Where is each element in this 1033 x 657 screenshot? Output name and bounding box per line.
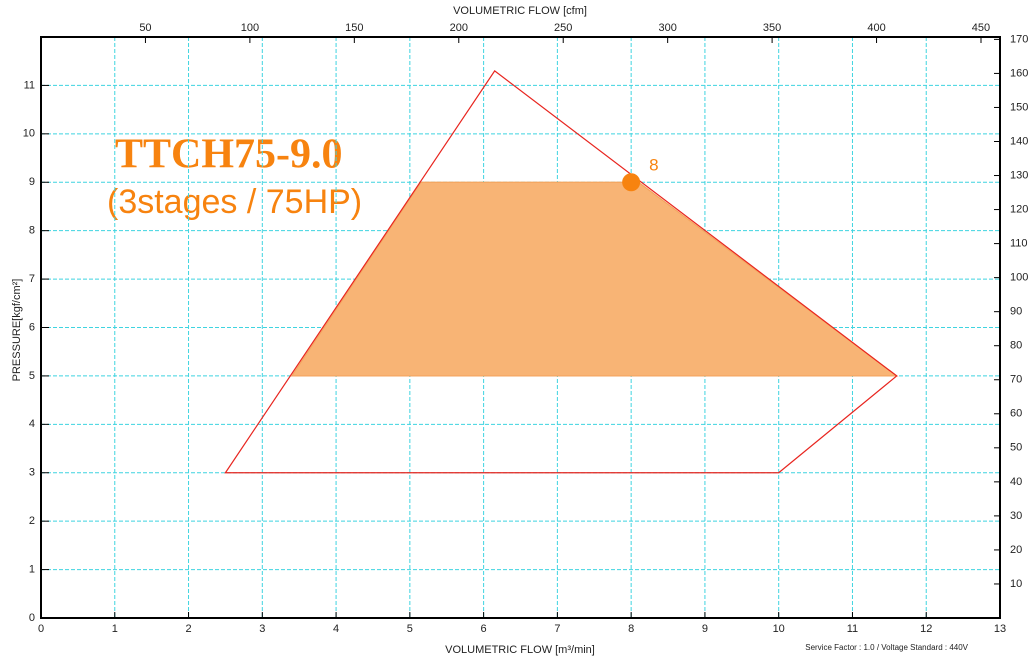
y-axis-label: PRESSURE[kgf/cm²] (11, 279, 23, 382)
y2-tick-label: 90 (1010, 306, 1022, 318)
x2-axis-label: VOLUMETRIC FLOW [cfm] (453, 5, 587, 17)
y2-tick-label: 70 (1010, 374, 1022, 386)
y-tick-label: 11 (24, 79, 35, 91)
x2-tick-label: 400 (867, 22, 885, 34)
region (224, 70, 898, 474)
y2-tick-label: 100 (1010, 272, 1028, 284)
x2-tick-label: 350 (763, 22, 781, 34)
point-label: 8 (649, 156, 658, 175)
plot-frame (40, 36, 1001, 619)
y2-tick-label: 120 (1010, 203, 1028, 215)
y2-tick-label: 110 (1010, 238, 1028, 250)
x2-tick-label: 450 (972, 22, 990, 34)
y-tick-label: 8 (29, 225, 35, 237)
x-tick-label: 3 (259, 623, 265, 635)
y2-tick-label: 40 (1010, 476, 1022, 488)
x-tick-label: 2 (185, 623, 191, 635)
y2-tick-label: 50 (1010, 442, 1022, 454)
y-tick-label: 5 (29, 370, 35, 382)
x2-tick-label: 150 (345, 22, 363, 34)
operating-point (622, 173, 641, 192)
x-tick-label: 0 (38, 623, 44, 635)
x2-tick-label: 200 (450, 22, 468, 34)
x2-tick-label: 250 (554, 22, 572, 34)
x2-tick-label: 100 (241, 22, 259, 34)
y-tick-label: 1 (29, 563, 35, 575)
x2-tick-label: 50 (139, 22, 151, 34)
x-tick-label: 10 (773, 623, 785, 635)
x-tick-label: 6 (481, 623, 487, 635)
footnote: Service Factor : 1.0 / Voltage Standard … (805, 643, 968, 652)
y2-tick-label: 170 (1010, 33, 1028, 45)
x-tick-label: 4 (333, 623, 339, 635)
y-tick-label: 6 (29, 321, 35, 333)
x-tick-label: 11 (847, 623, 858, 635)
y-tick-label: 2 (29, 515, 35, 527)
x-tick-label: 13 (994, 623, 1006, 635)
x-tick-label: 9 (702, 623, 708, 635)
y-tick-label: 0 (29, 612, 35, 624)
x2-tick-label: 300 (658, 22, 676, 34)
x-tick-label: 8 (628, 623, 634, 635)
x-tick-label: 5 (407, 623, 413, 635)
x-tick-label: 1 (112, 623, 118, 635)
x-tick-label: 7 (554, 623, 560, 635)
y2-tick-label: 140 (1010, 135, 1028, 147)
y-tick-label: 10 (23, 128, 35, 140)
y-tick-label: 7 (29, 273, 35, 285)
x-axis-label: VOLUMETRIC FLOW [m³/min] (445, 644, 595, 656)
y2-tick-label: 60 (1010, 408, 1022, 420)
y-tick-label: 4 (29, 418, 35, 430)
y2-tick-label: 10 (1010, 578, 1022, 590)
y-tick-label: 3 (29, 467, 35, 479)
y2-tick-label: 20 (1010, 544, 1022, 556)
y-tick-label: 9 (29, 176, 35, 188)
model-title: TTCH75-9.0 (115, 132, 343, 178)
y2-tick-label: 130 (1010, 169, 1028, 181)
x-tick-label: 12 (920, 623, 932, 635)
y2-tick-label: 80 (1010, 340, 1022, 352)
y2-tick-label: 160 (1010, 67, 1028, 79)
y2-tick-label: 30 (1010, 510, 1022, 522)
model-subtitle: (3stages / 75HP) (107, 183, 362, 221)
y2-tick-label: 150 (1010, 101, 1028, 113)
